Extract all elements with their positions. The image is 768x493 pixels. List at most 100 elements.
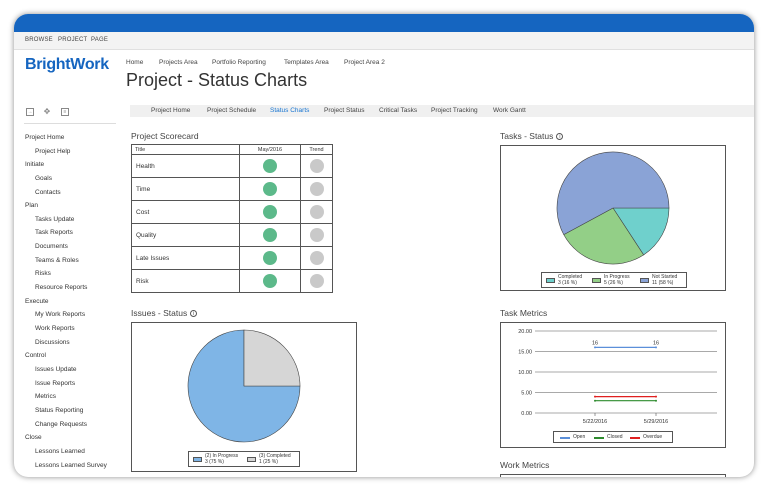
ribbon-tab-project[interactable]: PROJECT	[58, 37, 88, 43]
row-title: Cost	[131, 200, 240, 224]
row-title: Quality	[131, 223, 240, 247]
ribbon-tab-page[interactable]: PAGE	[91, 37, 109, 43]
page-title: Project - Status Charts	[126, 70, 308, 90]
sidebar-item-project-home[interactable]: Project Home	[25, 134, 65, 141]
info-icon[interactable]: i	[190, 310, 198, 317]
legend-line-closed	[594, 437, 604, 439]
breadcrumb-templates-area[interactable]: Templates Area	[284, 59, 329, 66]
sidebar-item-contacts[interactable]: Contacts	[35, 189, 61, 196]
sidebar-item-initiate[interactable]: Initiate	[25, 161, 45, 168]
data-point-open	[655, 346, 657, 349]
move-icon[interactable]: ✥	[43, 107, 51, 116]
y-tick-label: 5.00	[521, 391, 532, 397]
neutral-face-icon	[309, 228, 324, 242]
tasks-status-legend: Completed 3 (16 %) In Progress 5 (26 %) No…	[541, 272, 687, 288]
sidebar-item-issues-update[interactable]: Issues Update	[35, 366, 77, 373]
data-label: 16	[592, 340, 598, 346]
legend-closed: Closed	[607, 434, 623, 440]
sidebar-item-control[interactable]: Control	[25, 352, 46, 359]
breadcrumb-project-area-2[interactable]: Project Area 2	[344, 59, 385, 66]
legend-completed: (3) Completed 1 (25 %)	[259, 453, 291, 465]
focus-content-icon[interactable]: →	[26, 108, 34, 116]
x-tick-label: 5/29/2016	[644, 419, 668, 425]
sidebar-item-teams-roles[interactable]: Teams & Roles	[35, 257, 79, 264]
legend-not-started: Not Started 11 (58 %)	[652, 274, 678, 286]
row-title: Health	[131, 154, 240, 178]
legend-swatch-not-started	[640, 278, 649, 283]
check-icon	[263, 228, 277, 242]
neutral-face-icon	[309, 182, 324, 196]
breadcrumb-portfolio-reporting[interactable]: Portfolio Reporting	[212, 59, 266, 66]
legend-swatch-in-progress	[592, 278, 601, 283]
pie-slice-in-progress	[563, 207, 645, 265]
sidebar-item-lessons-learned-survey[interactable]: Lessons Learned Survey	[35, 462, 107, 469]
legend-swatch-in-progress	[193, 457, 202, 462]
breadcrumb-projects-area[interactable]: Projects Area	[159, 59, 198, 66]
work-metrics-title: Work Metrics	[500, 460, 550, 470]
sidebar-item-close[interactable]: Close	[25, 434, 42, 441]
row-title: Late Issues	[131, 246, 240, 270]
sidebar-item-project-help[interactable]: Project Help	[35, 148, 71, 155]
sidebar-item-plan[interactable]: Plan	[25, 202, 39, 209]
column-header-title: Title	[131, 144, 240, 155]
legend-line-overdue	[630, 437, 640, 439]
pie-slice-completed	[243, 329, 301, 387]
suite-bar	[14, 14, 754, 32]
neutral-face-icon	[309, 159, 324, 173]
pie-slice-in-progress	[187, 329, 301, 443]
sidebar-item-lessons-learned[interactable]: Lessons Learned	[35, 448, 85, 455]
issues-status-chart: (2) In Progress 3 (75 %) (3) Completed 1 (…	[131, 322, 357, 472]
y-tick-label: 15.00	[518, 350, 532, 356]
pie-slice-not-started	[556, 151, 670, 236]
legend-in-progress: In Progress 5 (26 %)	[604, 274, 630, 286]
table-row: Health	[131, 154, 333, 178]
table-row: Cost	[131, 200, 333, 224]
tab-critical-tasks[interactable]: Critical Tasks	[379, 107, 418, 114]
sidebar-item-risks[interactable]: Risks	[35, 270, 51, 277]
sidebar-item-resource-reports[interactable]: Resource Reports	[35, 284, 88, 291]
info-icon[interactable]: i	[556, 133, 564, 140]
check-icon	[263, 251, 277, 265]
sidebar-item-execute[interactable]: Execute	[25, 298, 49, 305]
sidebar-item-change-requests[interactable]: Change Requests	[35, 421, 88, 428]
breadcrumb-home[interactable]: Home	[126, 59, 144, 66]
y-tick-label: 0.00	[521, 411, 532, 417]
tab-status-charts[interactable]: Status Charts	[270, 107, 310, 114]
issues-status-title: Issues - Status i	[131, 308, 198, 318]
legend-overdue: Overdue	[643, 434, 663, 440]
sidebar-item-status-reporting[interactable]: Status Reporting	[35, 407, 84, 414]
legend-swatch-completed	[247, 457, 256, 462]
tab-project-tracking[interactable]: Project Tracking	[431, 107, 478, 114]
task-metrics-chart: 20.00 15.00 10.00 5.00 0.00 5/22/2016 5/29/201…	[500, 322, 726, 448]
sidebar-item-issue-reports[interactable]: Issue Reports	[35, 380, 76, 387]
scorecard-table: Title May/2016 Trend Health Time Cost Qu…	[131, 144, 333, 293]
sidebar-item-task-reports[interactable]: Task Reports	[35, 229, 73, 236]
row-title: Risk	[131, 269, 240, 293]
sidebar-item-my-work-reports[interactable]: My Work Reports	[35, 311, 86, 318]
page-tabs: Project Home Project Schedule Status Cha…	[130, 105, 754, 117]
brightwork-logo[interactable]: BrightWork	[25, 56, 109, 73]
tab-project-schedule[interactable]: Project Schedule	[207, 107, 257, 114]
sidebar-item-discussions[interactable]: Discussions	[35, 339, 70, 346]
check-icon	[263, 159, 277, 173]
app-window: BROWSE PROJECT PAGE BrightWork Home Proj…	[14, 14, 754, 477]
sidebar-item-documents[interactable]: Documents	[35, 243, 68, 250]
sidebar-item-metrics[interactable]: Metrics	[35, 393, 56, 400]
sidebar-item-tasks-update[interactable]: Tasks Update	[35, 216, 75, 223]
edit-page-icon[interactable]: ≡	[61, 108, 69, 116]
row-title: Time	[131, 177, 240, 201]
tab-work-gantt[interactable]: Work Gantt	[493, 107, 526, 114]
sidebar-item-work-reports[interactable]: Work Reports	[35, 325, 75, 332]
sidebar-item-goals[interactable]: Goals	[35, 175, 52, 182]
tab-project-status[interactable]: Project Status	[324, 107, 365, 114]
ribbon-tab-browse[interactable]: BROWSE	[25, 37, 53, 43]
neutral-face-icon	[309, 274, 324, 288]
tab-project-home[interactable]: Project Home	[151, 107, 191, 114]
tasks-status-chart: Completed 3 (16 %) In Progress 5 (26 %) No…	[500, 145, 726, 291]
legend-in-progress: (2) In Progress 3 (75 %)	[205, 453, 239, 465]
issues-status-pie	[187, 329, 301, 443]
check-icon	[263, 182, 277, 196]
check-icon	[263, 274, 277, 288]
data-label: 16	[653, 340, 659, 346]
table-row: Risk	[131, 269, 333, 293]
